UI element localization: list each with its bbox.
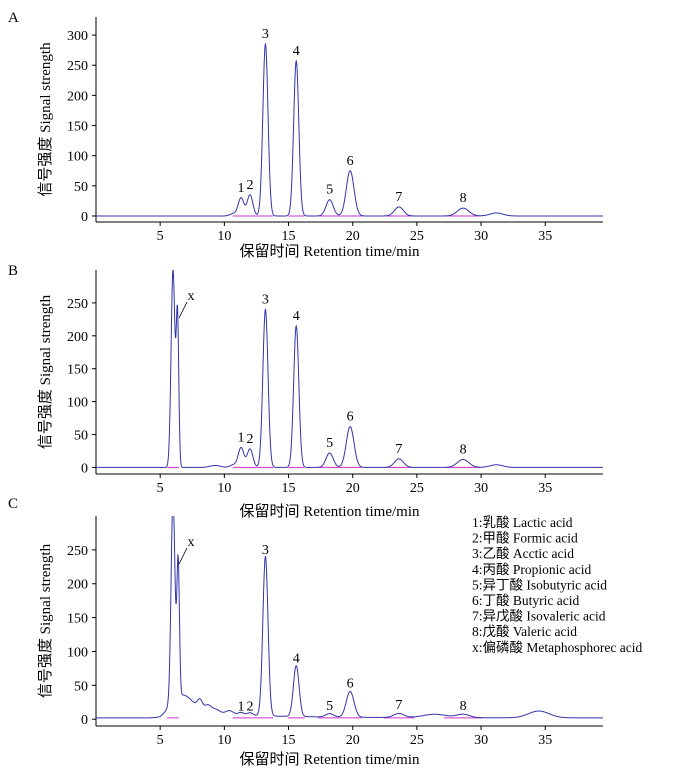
peak-label: 7 bbox=[395, 190, 402, 205]
peak-label: 7 bbox=[395, 698, 402, 713]
legend-entry: 4:丙酸 Propionic acid bbox=[472, 562, 591, 577]
x-tick-label: 30 bbox=[474, 733, 488, 748]
legend-entry: 8:戊酸 Valeric acid bbox=[472, 624, 577, 639]
peak-label: 3 bbox=[262, 292, 269, 307]
x-tick-label: 20 bbox=[346, 229, 360, 244]
x-tick-label: 30 bbox=[474, 481, 488, 496]
peak-label: 6 bbox=[347, 410, 354, 425]
peak-label: 5 bbox=[326, 183, 333, 198]
x-tick-label: 10 bbox=[217, 229, 231, 244]
y-tick-label: 50 bbox=[74, 180, 88, 195]
x-tick-label: 5 bbox=[157, 229, 164, 244]
y-tick-label: 150 bbox=[67, 120, 88, 135]
y-tick-label: 250 bbox=[67, 59, 88, 74]
peak-label: 8 bbox=[460, 443, 467, 458]
legend-entry: 1:乳酸 Lactic acid bbox=[472, 515, 573, 530]
peak-label: 3 bbox=[262, 27, 269, 42]
panel-letter: A bbox=[8, 10, 19, 26]
x-tick-label: 15 bbox=[282, 481, 296, 496]
peak-label: 2 bbox=[247, 432, 254, 447]
x-tick-label: 5 bbox=[157, 733, 164, 748]
y-tick-label: 50 bbox=[74, 679, 88, 694]
legend-entry: x:偏磷酸 Metaphosphorec acid bbox=[472, 640, 642, 655]
legend-entry: 5:异丁酸 Isobutyric acid bbox=[472, 577, 607, 592]
peak-leader bbox=[178, 547, 188, 565]
peak-label: 2 bbox=[247, 700, 254, 715]
y-tick-label: 200 bbox=[67, 330, 88, 345]
y-tick-label: 0 bbox=[81, 461, 88, 476]
y-axis-title: 信号强度 Signal strength bbox=[37, 294, 54, 449]
y-tick-label: 200 bbox=[67, 89, 88, 104]
peak-label: 2 bbox=[247, 178, 254, 193]
x-tick-label: 20 bbox=[346, 481, 360, 496]
peak-label: 3 bbox=[262, 543, 269, 558]
x-tick-label: 5 bbox=[157, 481, 164, 496]
x-tick-label: 30 bbox=[474, 229, 488, 244]
y-tick-label: 250 bbox=[67, 297, 88, 312]
legend-entry: 7:异戊酸 Isovaleric acid bbox=[472, 609, 606, 624]
peak-label: 6 bbox=[347, 154, 354, 169]
x-tick-label: 25 bbox=[410, 481, 424, 496]
peak-leader bbox=[178, 301, 188, 319]
x-tick-label: 35 bbox=[538, 481, 552, 496]
peak-label: x bbox=[188, 289, 195, 304]
y-tick-label: 150 bbox=[67, 363, 88, 378]
x-tick-label: 35 bbox=[538, 229, 552, 244]
x-tick-label: 25 bbox=[410, 733, 424, 748]
peak-label: 8 bbox=[460, 699, 467, 714]
y-axis-title: 信号强度 Signal strength bbox=[37, 543, 54, 698]
x-tick-label: 35 bbox=[538, 733, 552, 748]
signal-series bbox=[96, 516, 603, 719]
panel-letter: B bbox=[8, 263, 18, 279]
peak-label: 4 bbox=[293, 309, 300, 324]
y-tick-label: 50 bbox=[74, 429, 88, 444]
legend-entry: 3:乙酸 Acctic acid bbox=[472, 546, 574, 561]
peak-label: 1 bbox=[238, 181, 245, 196]
y-axis-title: 信号强度 Signal strength bbox=[37, 42, 54, 197]
x-axis-title: 保留时间 Retention time/min bbox=[240, 503, 420, 520]
signal-series bbox=[96, 270, 603, 468]
x-tick-label: 20 bbox=[346, 733, 360, 748]
peak-label: 1 bbox=[238, 431, 245, 446]
y-tick-label: 150 bbox=[67, 612, 88, 627]
y-tick-label: 0 bbox=[81, 713, 88, 728]
x-tick-label: 15 bbox=[282, 229, 296, 244]
x-tick-label: 10 bbox=[217, 733, 231, 748]
peak-label: 6 bbox=[347, 676, 354, 691]
peak-label: 4 bbox=[293, 44, 300, 59]
y-tick-label: 200 bbox=[67, 578, 88, 593]
peak-label: 7 bbox=[395, 442, 402, 457]
x-tick-label: 15 bbox=[282, 733, 296, 748]
y-tick-label: 250 bbox=[67, 544, 88, 559]
x-axis-title: 保留时间 Retention time/min bbox=[240, 243, 420, 260]
y-tick-label: 300 bbox=[67, 29, 88, 44]
signal-series bbox=[96, 42, 603, 217]
x-tick-label: 10 bbox=[217, 481, 231, 496]
peak-label: 1 bbox=[238, 700, 245, 715]
x-tick-label: 25 bbox=[410, 229, 424, 244]
y-tick-label: 0 bbox=[81, 210, 88, 225]
x-axis-title: 保留时间 Retention time/min bbox=[240, 751, 420, 768]
y-tick-label: 100 bbox=[67, 645, 88, 660]
panel-letter: C bbox=[8, 496, 18, 512]
y-tick-label: 100 bbox=[67, 396, 88, 411]
peak-label: 5 bbox=[326, 436, 333, 451]
legend-entry: 6:丁酸 Butyric acid bbox=[472, 593, 579, 608]
peak-label: 8 bbox=[460, 191, 467, 206]
legend-entry: 2:甲酸 Formic acid bbox=[472, 531, 578, 546]
peak-label: x bbox=[188, 535, 195, 550]
y-tick-label: 100 bbox=[67, 150, 88, 165]
peak-label: 4 bbox=[293, 651, 300, 666]
peak-label: 5 bbox=[326, 699, 333, 714]
